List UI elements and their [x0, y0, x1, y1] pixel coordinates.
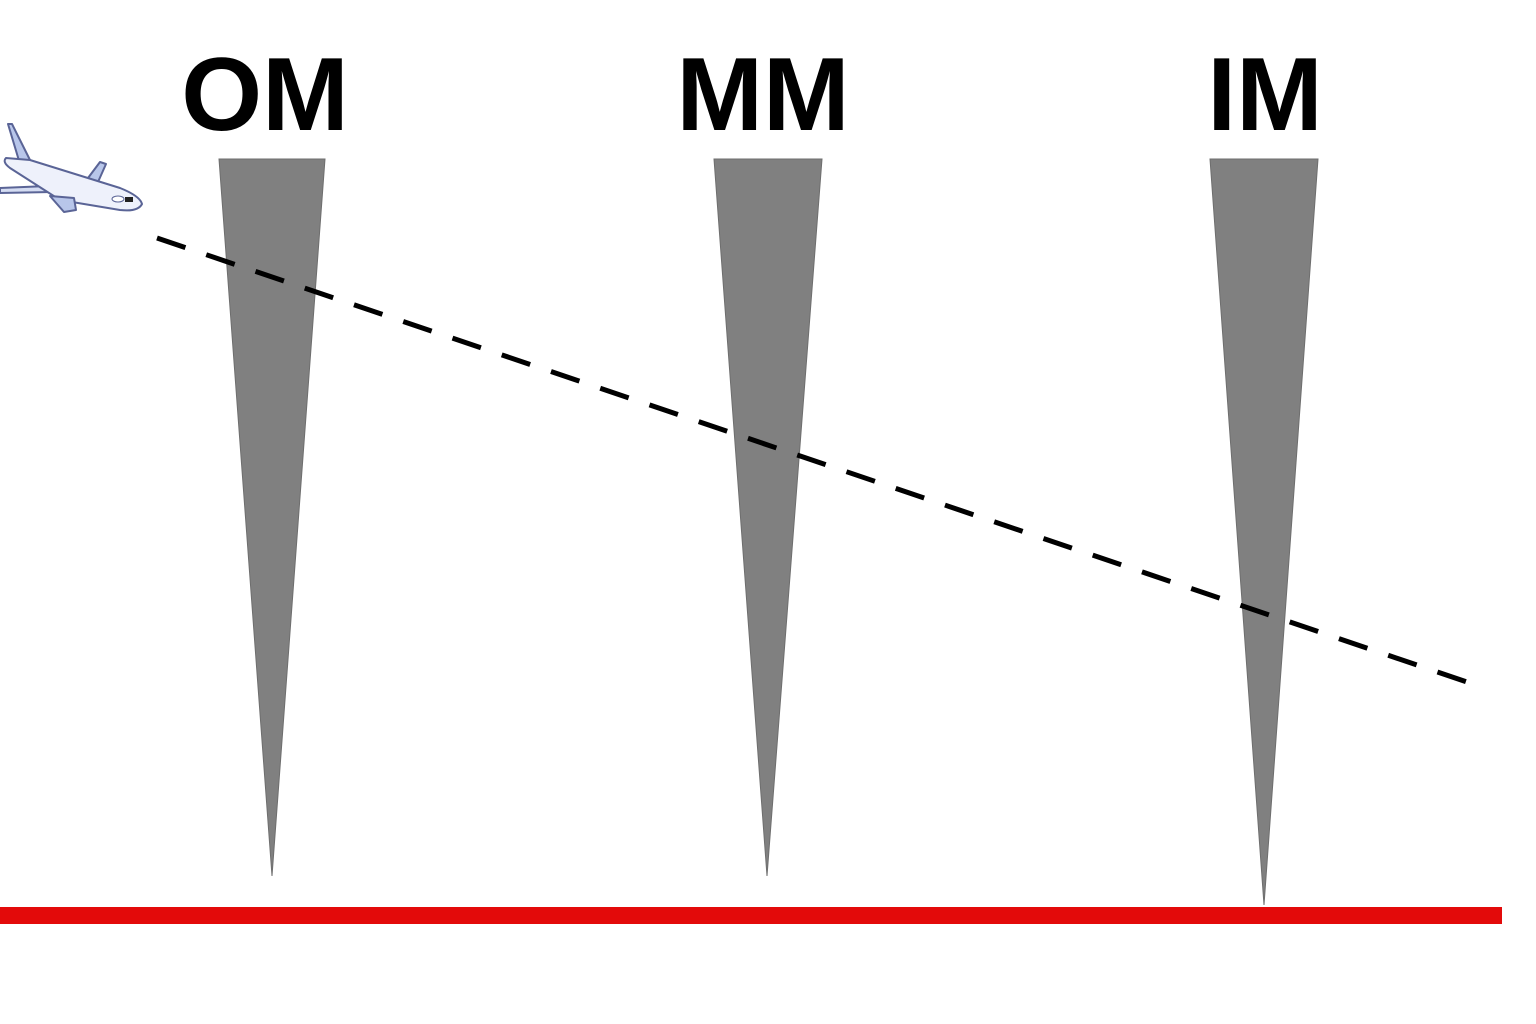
om-beacon-cone: [218, 158, 326, 877]
im-beacon-cone: [1209, 158, 1319, 906]
mm-label: MM: [676, 37, 849, 153]
airplane-icon: [0, 123, 143, 213]
glide-path-line: [156, 235, 1468, 685]
im-label: IM: [1207, 37, 1323, 153]
runway-line: [0, 907, 1502, 924]
mm-beacon-cone: [713, 158, 823, 877]
om-label: OM: [181, 37, 349, 153]
